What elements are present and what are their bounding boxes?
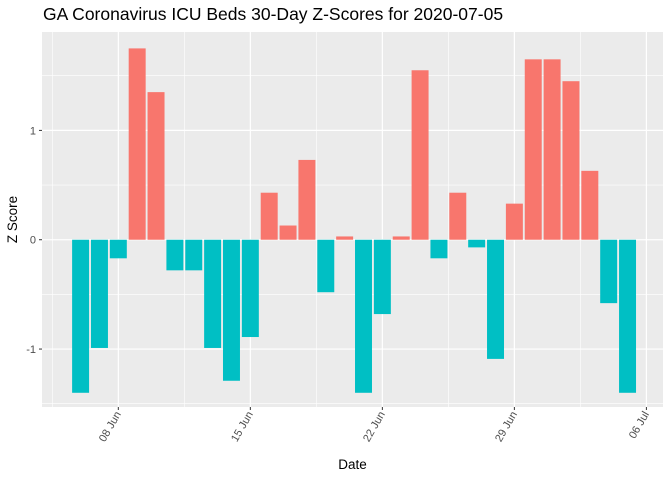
bar bbox=[204, 239, 222, 348]
bar bbox=[600, 239, 618, 304]
bar bbox=[128, 48, 146, 240]
bar bbox=[185, 239, 203, 271]
bar bbox=[279, 225, 297, 240]
bars bbox=[72, 48, 637, 393]
chart-title: GA Coronavirus ICU Beds 30-Day Z-Scores … bbox=[43, 4, 504, 24]
bar bbox=[336, 236, 354, 240]
bar bbox=[430, 239, 448, 259]
bar bbox=[581, 170, 599, 240]
y-tick-label: -1 bbox=[26, 344, 36, 356]
bar bbox=[373, 239, 391, 315]
bar bbox=[222, 239, 240, 381]
bar bbox=[562, 81, 580, 240]
bar bbox=[147, 92, 165, 240]
y-tick-label: 0 bbox=[30, 235, 36, 247]
x-tick-label: 22 Jun bbox=[361, 410, 388, 445]
bar bbox=[505, 203, 523, 240]
bar bbox=[392, 236, 410, 240]
bar bbox=[468, 239, 486, 248]
x-tick-label: 15 Jun bbox=[229, 410, 256, 445]
y-axis-title: Z Score bbox=[5, 196, 20, 243]
bar bbox=[109, 239, 127, 259]
bar bbox=[619, 239, 637, 393]
bar bbox=[241, 239, 259, 338]
bar bbox=[72, 239, 90, 393]
bar bbox=[411, 70, 429, 240]
bar bbox=[317, 239, 335, 293]
bar bbox=[487, 239, 505, 359]
bar bbox=[260, 192, 278, 240]
bar bbox=[166, 239, 184, 271]
x-tick-label: 06 Jul bbox=[627, 410, 652, 441]
x-tick-label: 08 Jun bbox=[97, 410, 124, 445]
bar bbox=[355, 239, 372, 393]
x-axis-title: Date bbox=[338, 457, 367, 472]
bar bbox=[524, 59, 542, 240]
bar bbox=[298, 159, 316, 240]
bar bbox=[543, 59, 561, 240]
bar bbox=[90, 239, 108, 348]
x-tick-label: 29 Jun bbox=[493, 410, 520, 445]
y-tick-label: 1 bbox=[30, 125, 36, 137]
bar bbox=[449, 192, 467, 240]
